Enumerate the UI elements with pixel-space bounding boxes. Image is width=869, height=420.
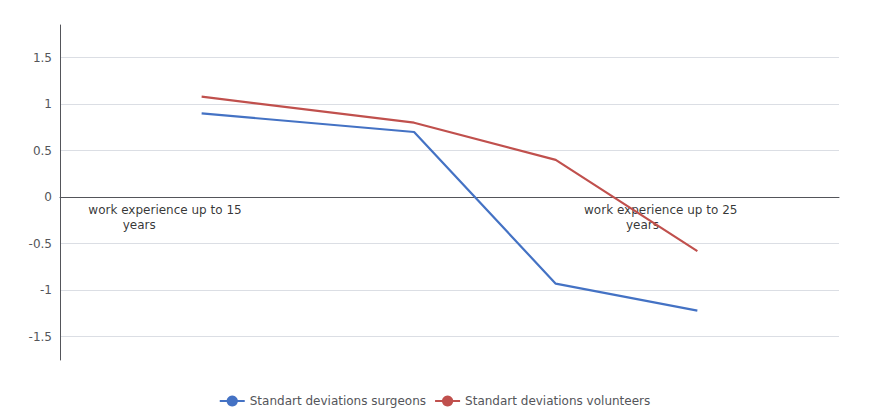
svg-text:-1.5: -1.5 [29,330,52,344]
svg-text:work experience up to 25: work experience up to 25 [584,203,737,217]
svg-text:years: years [584,218,659,233]
svg-text:0.5: 0.5 [33,144,52,158]
svg-text:-0.5: -0.5 [29,237,52,251]
svg-text:0: 0 [44,190,52,204]
svg-text:years: years [88,218,155,232]
svg-text:Standart deviations surgeons: Standart deviations surgeons [250,394,426,408]
svg-text:1: 1 [44,97,52,111]
svg-text:-1: -1 [40,283,52,297]
svg-text:work experience up to 15: work experience up to 15 [88,203,241,217]
svg-text:1.5: 1.5 [33,51,52,65]
svg-text:Standart deviations volunteers: Standart deviations volunteers [465,394,650,408]
